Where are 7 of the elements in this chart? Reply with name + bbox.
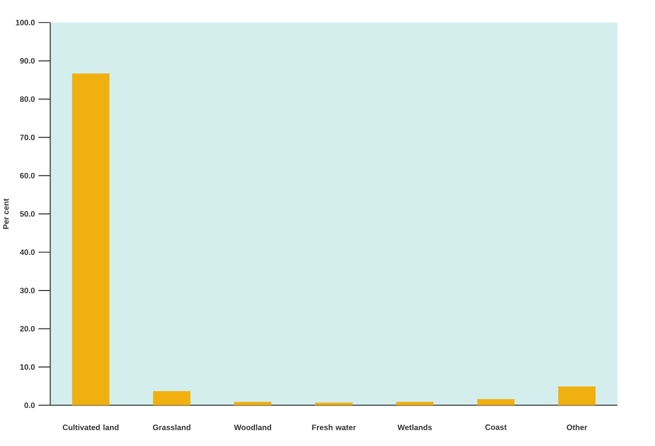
bar [396,402,434,406]
bar [558,386,596,406]
bar [234,402,272,406]
bar [153,390,190,406]
bar [72,73,110,406]
bar [477,398,515,406]
bar [315,402,352,406]
